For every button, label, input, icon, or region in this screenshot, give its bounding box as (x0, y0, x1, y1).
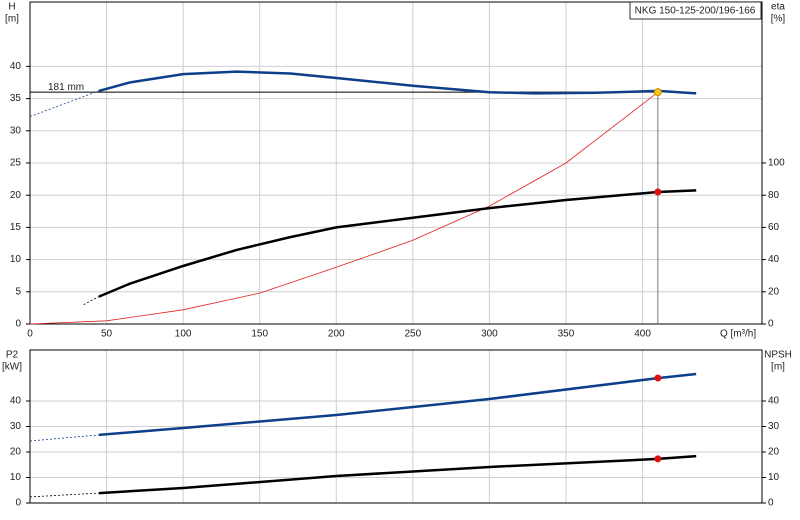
curve (98, 189, 697, 298)
x-tick-label: 400 (634, 329, 651, 340)
y-tick-label: 40 (10, 61, 22, 72)
y-tick-label: 5 (15, 286, 21, 297)
y2-tick-label: 40 (768, 254, 780, 265)
y-tick-label: 10 (10, 254, 22, 265)
duty-point (654, 188, 662, 196)
y-tick-label: 40 (10, 396, 22, 407)
y2-tick-label: 20 (768, 447, 780, 458)
y-tick-label: 20 (10, 447, 22, 458)
curve (98, 454, 697, 495)
y2-axis-unit: [%] (771, 14, 786, 25)
y2-tick-label: 30 (768, 421, 780, 432)
y2-axis-label: NPSH (764, 350, 792, 361)
y-axis-label: P2 (6, 350, 19, 361)
y2-tick-label: 0 (768, 319, 774, 330)
x-tick-label: 50 (101, 329, 113, 340)
y2-tick-label: 80 (768, 190, 780, 201)
x-tick-label: 200 (328, 329, 345, 340)
y-axis-label: H (8, 2, 15, 13)
title-box (629, 1, 762, 20)
y2-tick-label: 60 (768, 222, 780, 233)
y-tick-label: 15 (10, 222, 22, 233)
curve (98, 372, 697, 437)
duty-point (654, 374, 662, 382)
y-tick-label: 35 (10, 93, 22, 104)
x-tick-label: 100 (175, 329, 192, 340)
curve (29, 492, 99, 498)
y-tick-label: 20 (10, 190, 22, 201)
chart-title: NKG 150-125-200/196-166 (635, 6, 756, 17)
y2-tick-label: 100 (768, 158, 785, 169)
x-tick-label: 350 (558, 329, 575, 340)
curve (29, 90, 100, 117)
curve (29, 91, 659, 325)
y-tick-label: 0 (15, 498, 21, 509)
duty-point (654, 455, 662, 463)
annotation-label: 181 mm (48, 82, 84, 93)
y-tick-label: 30 (10, 421, 22, 432)
y2-tick-label: 10 (768, 472, 780, 483)
y-tick-label: 0 (15, 319, 21, 330)
curve (29, 434, 99, 442)
x-axis-label: Q [m³/h] (720, 329, 756, 340)
curve (83, 296, 100, 306)
y-axis-unit: [kW] (2, 362, 22, 373)
y2-axis-unit: [m] (771, 362, 785, 373)
x-tick-label: 0 (27, 329, 33, 340)
duty-point (653, 88, 662, 97)
y-axis-unit: [m] (5, 14, 19, 25)
y-tick-label: 10 (10, 472, 22, 483)
curve (98, 70, 697, 95)
y2-tick-label: 40 (768, 396, 780, 407)
x-tick-label: 150 (251, 329, 268, 340)
x-tick-label: 250 (405, 329, 422, 340)
y-tick-label: 25 (10, 158, 22, 169)
y2-axis-label: eta (771, 2, 785, 13)
y2-tick-label: 0 (768, 498, 774, 509)
x-tick-label: 300 (481, 329, 498, 340)
y-tick-label: 30 (10, 125, 22, 136)
y2-tick-label: 20 (768, 286, 780, 297)
